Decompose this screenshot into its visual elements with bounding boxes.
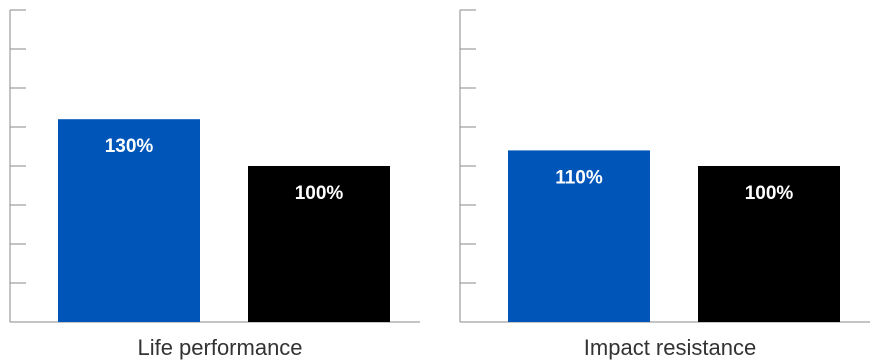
chart-panel-2: 110% 100% Impact resistance — [459, 9, 870, 360]
bar-value-label: 110% — [555, 167, 603, 188]
bar-value-label: 100% — [745, 183, 794, 204]
bar-reference — [248, 166, 390, 322]
bar-value-label: 100% — [295, 183, 344, 204]
category-label: Impact resistance — [584, 335, 756, 360]
bar-primary — [58, 119, 200, 322]
bar-reference — [698, 166, 840, 322]
bar-primary — [508, 150, 650, 322]
chart-panel-1: 130% 100% Life performance — [9, 9, 420, 360]
category-label: Life performance — [137, 335, 302, 360]
bar-value-label: 130% — [105, 136, 154, 157]
